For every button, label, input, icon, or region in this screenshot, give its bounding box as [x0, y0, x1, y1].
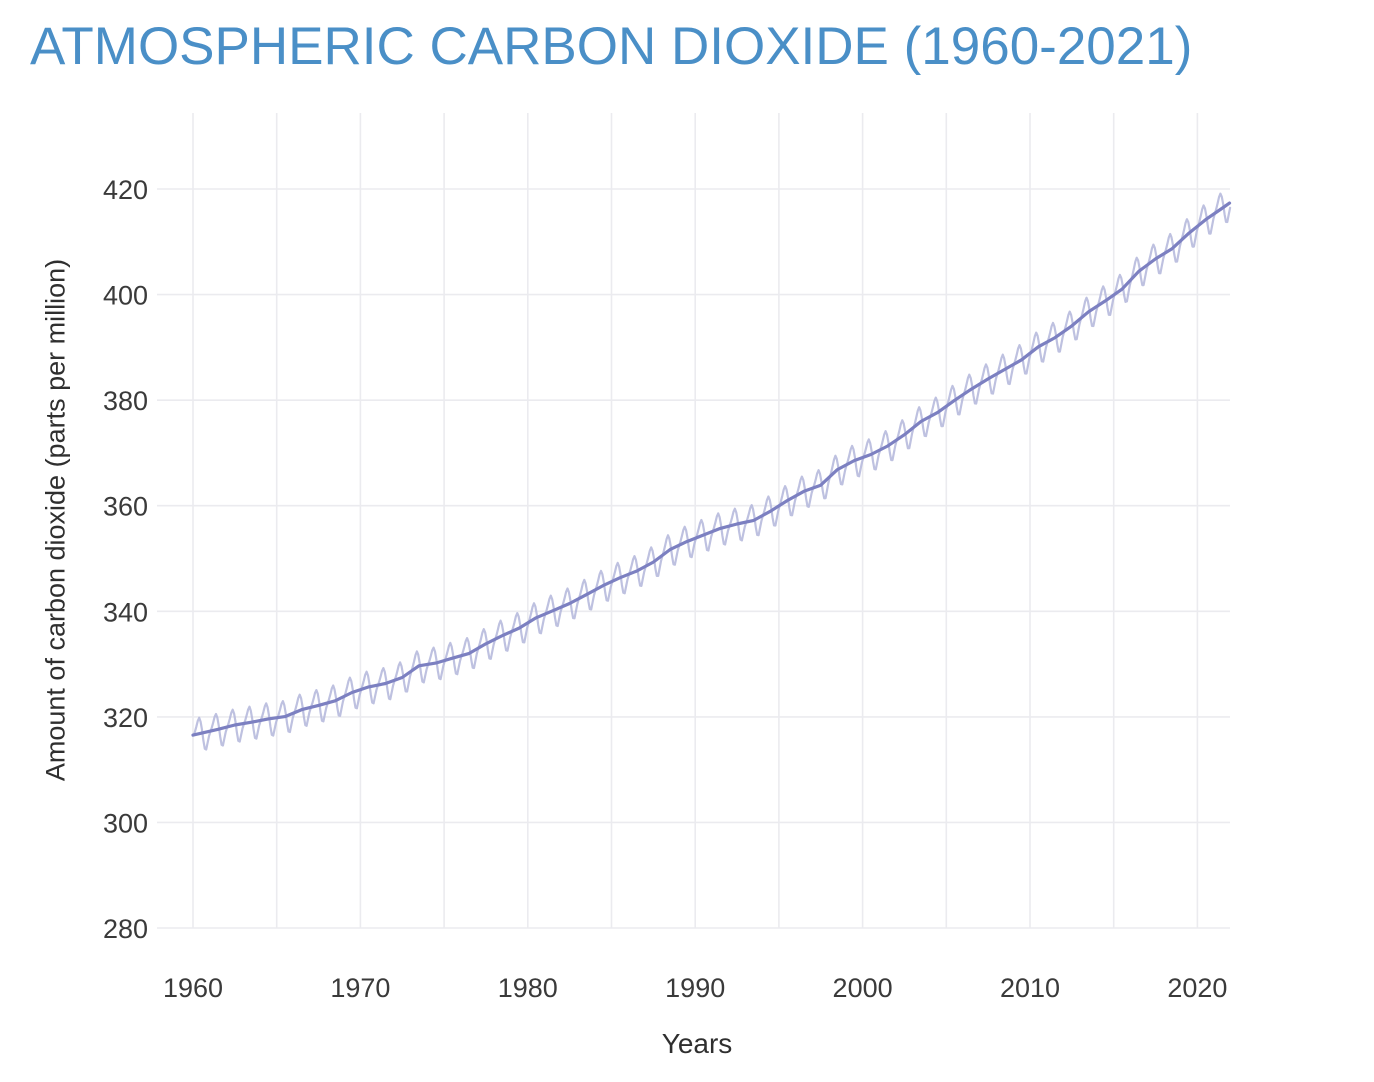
y-tick-label: 320 — [103, 703, 148, 733]
y-tick-label: 300 — [103, 808, 148, 838]
x-tick-label: 1970 — [330, 973, 390, 1003]
x-tick-label: 2010 — [1000, 973, 1060, 1003]
x-tick-label: 1990 — [665, 973, 725, 1003]
monthly-seasonal-co2-line — [192, 192, 1232, 751]
x-tick-label: 2020 — [1167, 973, 1227, 1003]
chart-title: ATMOSPHERIC CARBON DIOXIDE (1960-2021) — [30, 17, 1193, 76]
y-tick-label: 360 — [103, 492, 148, 522]
y-tick-label: 280 — [103, 914, 148, 944]
y-tick-label: 380 — [103, 386, 148, 416]
x-axis-title: Years — [661, 1028, 733, 1059]
y-tick-label: 400 — [103, 281, 148, 311]
x-tick-label: 2000 — [833, 973, 893, 1003]
x-tick-label: 1960 — [163, 973, 223, 1003]
y-tick-label: 420 — [103, 175, 148, 205]
x-tick-label: 1980 — [498, 973, 558, 1003]
annual-trend-co2-line — [191, 201, 1232, 737]
y-tick-label: 340 — [103, 597, 148, 627]
